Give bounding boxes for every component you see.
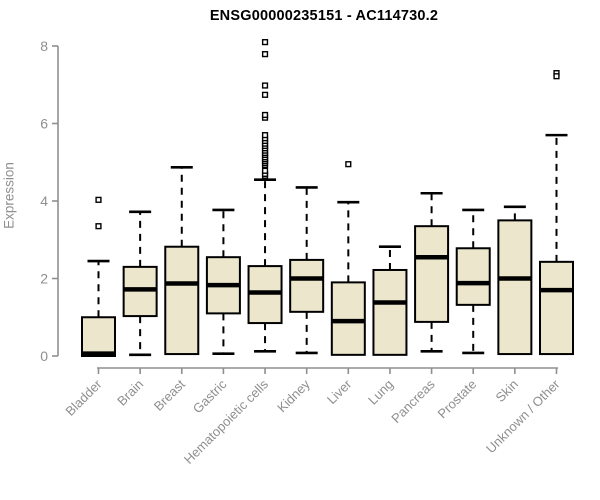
outlier-point — [261, 167, 269, 174]
y-tick-label: 6 — [40, 116, 48, 132]
category-label: Prostate — [434, 377, 479, 422]
y-tick-label: 8 — [40, 38, 48, 54]
box-unknown-other — [538, 260, 574, 356]
category-label: Pancreas — [388, 376, 438, 426]
category-label: Lung — [365, 377, 396, 408]
category-label: Skin — [492, 377, 520, 405]
outlier-point — [95, 223, 102, 230]
chart-title: ENSG00000235151 - AC114730.2 — [209, 8, 439, 24]
outlier-point — [95, 196, 102, 203]
category-label: Unknown / Other — [483, 376, 563, 456]
y-tick-label: 0 — [40, 348, 48, 364]
box-kidney — [289, 258, 325, 313]
outlier-point — [261, 132, 269, 139]
category-label: Kidney — [274, 376, 313, 415]
outlier-point — [261, 39, 269, 46]
box-lung — [372, 268, 408, 356]
outlier-point — [261, 82, 269, 89]
y-tick-label: 4 — [40, 193, 48, 209]
outlier-point — [345, 161, 352, 168]
box-breast — [164, 245, 200, 356]
box-skin — [497, 219, 533, 356]
box-pancreas — [414, 225, 450, 323]
box-bladder — [81, 316, 116, 357]
outlier-point — [261, 111, 269, 119]
box-prostate — [455, 247, 491, 306]
category-label: Gastric — [190, 376, 230, 416]
category-label: Liver — [324, 376, 355, 407]
outlier-point — [261, 91, 269, 98]
category-label: Brain — [114, 377, 146, 409]
category-label: Breast — [151, 376, 188, 413]
box-liver — [330, 281, 366, 356]
outlier-point — [261, 51, 269, 58]
y-tick-label: 2 — [40, 271, 48, 287]
outlier-point — [553, 73, 560, 80]
category-label: Bladder — [62, 376, 105, 419]
